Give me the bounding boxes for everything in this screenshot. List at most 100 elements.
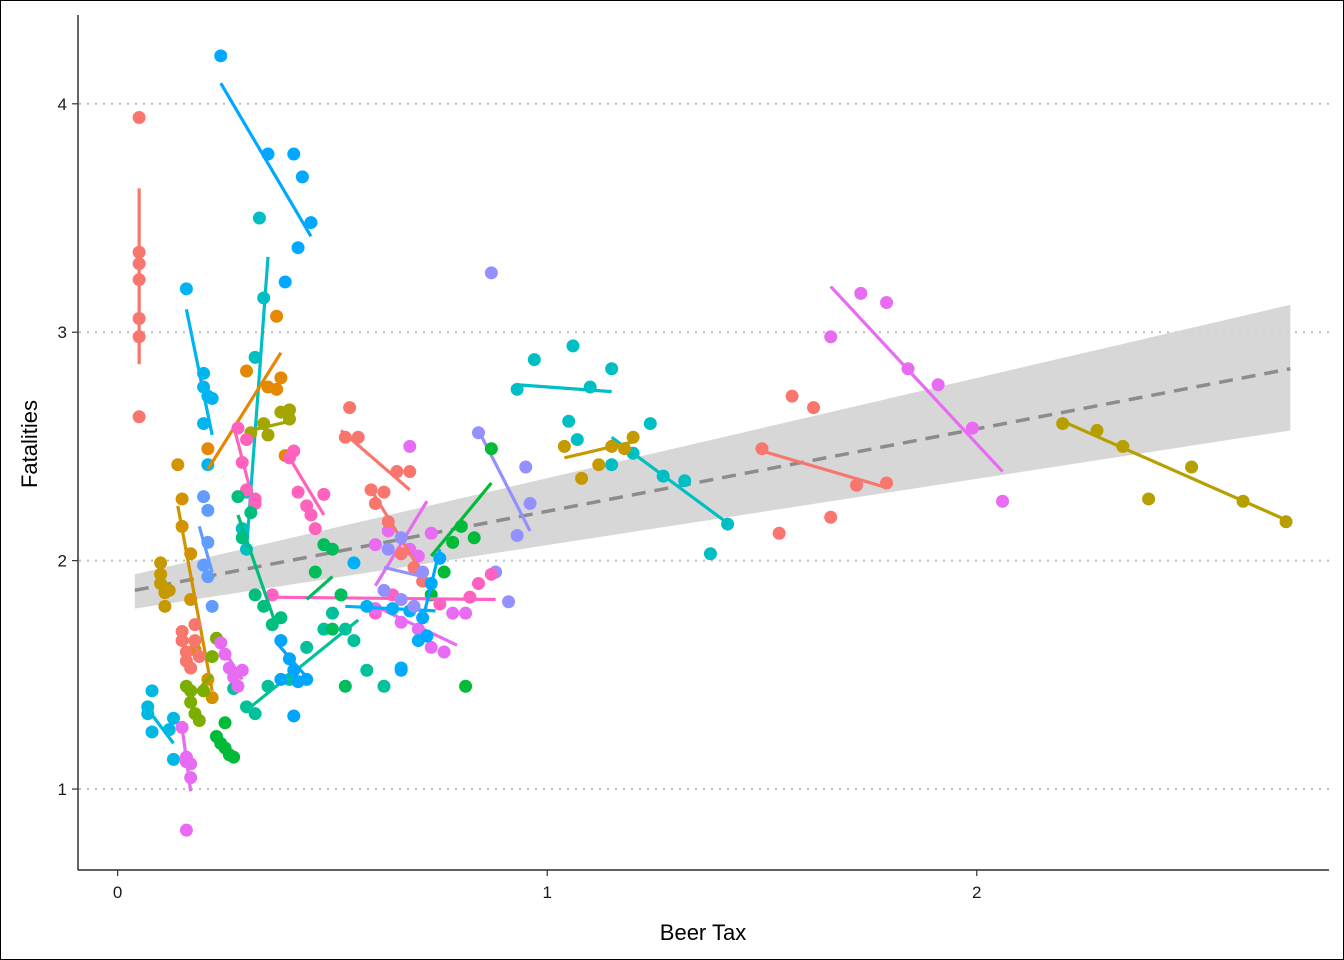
point-13-0 [343,401,357,415]
group-23 [175,720,198,837]
point-10-5 [502,595,516,609]
point-12-6 [270,382,284,396]
point-28-11 [377,679,391,693]
point-31-4 [201,570,215,584]
group-fit-line-28 [249,618,360,709]
point-10-0 [484,266,498,280]
group-fit-line-23 [180,727,193,792]
point-16-6 [304,508,318,522]
point-20-5 [446,606,460,620]
point-3-0 [252,211,266,225]
group-fit-line-34 [305,575,334,601]
point-34-4 [325,622,339,636]
point-31-0 [197,490,211,504]
point-11-6 [459,679,473,693]
point-10-2 [519,460,533,474]
point-22-0 [145,684,159,698]
point-32-6 [287,709,301,723]
group-14 [244,403,296,442]
group-fit-line-33 [219,644,244,681]
point-2-4 [205,391,219,405]
ticks: 0 1 2 1 2 3 4 [58,95,982,902]
point-26-4 [158,599,172,613]
point-10-3 [523,497,537,511]
point-35-1 [394,531,408,545]
point-5-5 [824,510,838,524]
point-4-0 [824,330,838,344]
point-4-2 [880,296,894,310]
point-22-6 [167,752,181,766]
point-16-2 [291,485,305,499]
point-26-1 [154,567,168,581]
group-fit-line-5 [761,449,888,490]
point-22-3 [145,725,159,739]
point-3-2 [248,350,262,364]
point-30-5 [188,618,202,632]
point-13-5 [377,485,391,499]
group-fit-line-24 [215,733,235,756]
point-14-5 [282,403,296,417]
point-32-4 [300,672,314,686]
point-17-5 [424,526,438,540]
group-7 [510,339,619,447]
point-1-5 [291,241,305,255]
point-31-1 [201,503,215,517]
point-12-5 [201,442,215,456]
point-35-4 [407,599,421,613]
group-fit-line-36 [421,548,442,621]
group-fit-line-15 [232,425,253,493]
confidence-band [134,304,1291,609]
point-7-6 [570,433,584,447]
point-15-1 [240,433,254,447]
group-fit-line-7 [517,383,612,394]
point-1-4 [304,216,318,230]
group-9 [557,430,640,485]
point-14-4 [261,428,275,442]
point-20-3 [424,640,438,654]
group-30 [175,618,206,675]
group-fit-line-13 [339,429,411,492]
point-27-3 [192,714,206,728]
group-fit-line-12 [206,351,283,471]
group-fit-line-35 [383,565,424,579]
group-2 [179,282,219,472]
point-30-0 [175,624,189,638]
point-28-9 [347,634,361,648]
point-22-4 [167,711,181,725]
point-11-0 [484,442,498,456]
point-17-0 [403,439,417,453]
group-8 [605,417,735,561]
point-13-4 [403,465,417,479]
point-2-5 [197,417,211,431]
point-8-4 [678,474,692,488]
point-31-5 [205,599,219,613]
point-1-3 [295,170,309,184]
point-34-0 [308,565,322,579]
group-fit-line-14 [250,419,290,432]
x-tick-label-2: 2 [972,883,981,902]
point-4-6 [996,494,1010,508]
group-24 [209,716,241,764]
group-34 [305,538,352,693]
group-fit-line-2 [184,309,214,436]
point-36-4 [394,663,408,677]
point-5-3 [849,478,863,492]
point-34-2 [325,542,339,556]
point-30-2 [179,645,193,659]
point-19-4 [471,576,485,590]
overall-fit-line [134,367,1291,593]
point-0-0 [132,111,146,125]
x-tick-label-0: 0 [113,883,122,902]
group-11 [424,442,498,693]
point-1-0 [214,49,228,63]
point-12-1 [274,371,288,385]
group-1 [214,49,318,289]
point-6-3 [1142,492,1156,506]
point-25-0 [171,458,185,472]
point-36-3 [420,629,434,643]
point-16-1 [287,444,301,458]
point-15-5 [248,492,262,506]
group-fit-line-26 [159,582,171,594]
group-fit-line-11 [429,481,493,558]
